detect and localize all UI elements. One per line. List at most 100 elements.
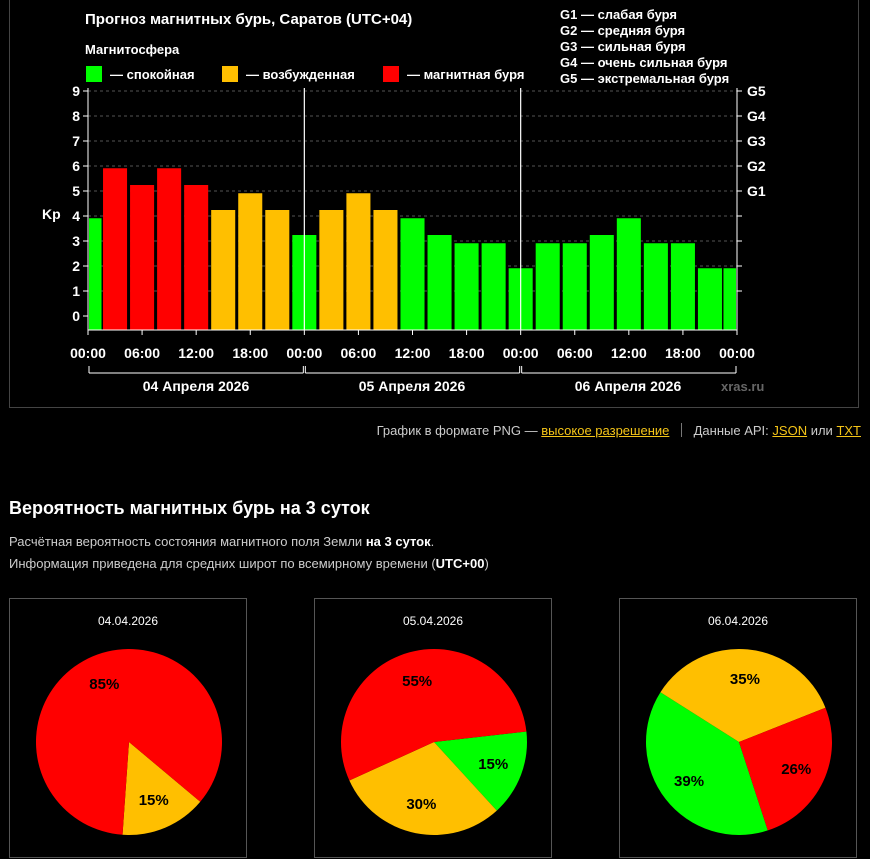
y-tick-label: 5 [72, 183, 80, 199]
pie-slice [434, 731, 527, 811]
y-axis-label: Kp [42, 206, 61, 222]
pie-card-day2: 05.04.2026 15% 30% 55% [314, 598, 552, 858]
g-scale-g4: G4 — очень сильная буря [560, 55, 727, 70]
kp-bar [265, 210, 290, 330]
probability-pie: 39% 35% 26% [646, 649, 832, 835]
kp-bar [481, 243, 506, 330]
bars-layer [89, 168, 736, 330]
hires-link[interactable]: высокое разрешение [541, 423, 670, 438]
g-scale-g5: G5 — экстремальная буря [560, 71, 729, 86]
kp-bar [238, 193, 263, 330]
png-prefix: График в формате PNG — [376, 423, 538, 438]
x-tick-label: 06:00 [124, 345, 160, 361]
legend-label-storm: — магнитная буря [407, 67, 524, 82]
g-scale-g1: G1 — слабая буря [560, 7, 677, 22]
links-divider [681, 423, 682, 437]
y-tick-label: 2 [72, 258, 80, 274]
kp-bar [211, 210, 236, 330]
x-tick-label: 06:00 [341, 345, 377, 361]
g-level-label: G2 [747, 158, 766, 174]
export-links: График в формате PNG — высокое разрешени… [377, 423, 861, 438]
pie-slice-label: 39% [674, 773, 704, 790]
g-scale-g2: G2 — средняя буря [560, 23, 685, 38]
y-tick-label: 0 [72, 308, 80, 324]
axes-layer: 0 1 2 3 4 5 6 7 8 9 G1 G2 G3 G4 G5 00:00 06:00 12:00 18:00… [70, 83, 766, 374]
pie-slice [646, 692, 768, 835]
api-prefix: Данные API: [693, 423, 769, 438]
g-scale-g3: G3 — сильная буря [560, 39, 686, 54]
pie-slice [349, 742, 497, 835]
pie-slice-label: 26% [781, 761, 811, 778]
g-level-label: G5 [747, 83, 766, 99]
y-tick-label: 9 [72, 83, 80, 99]
probability-pie: 15% 30% 55% [341, 649, 527, 835]
kp-bar [427, 235, 452, 330]
kp-bar [373, 210, 398, 330]
y-tick-label: 3 [72, 233, 80, 249]
x-tick-label: 12:00 [611, 345, 647, 361]
kp-bar [319, 210, 344, 330]
x-tick-label: 12:00 [178, 345, 214, 361]
kp-bar [616, 218, 641, 330]
pie-slice [739, 707, 832, 831]
legend-swatch-calm [86, 66, 102, 82]
pie-date: 06.04.2026 [707, 614, 769, 628]
pie-slice [122, 742, 201, 835]
kp-bar [346, 193, 371, 330]
x-tick-label: 00:00 [286, 345, 322, 361]
pie-slice [660, 649, 826, 742]
day-label-1: 04 Апреля 2026 [143, 378, 250, 394]
x-tick-label: 18:00 [449, 345, 485, 361]
kp-bar [697, 268, 722, 330]
y-tick-label: 6 [72, 158, 80, 174]
legend-label-disturbed: — возбужденная [246, 67, 355, 82]
probability-pie: 15% 85% [36, 649, 223, 835]
x-tick-label: 18:00 [232, 345, 268, 361]
g-level-label: G3 [747, 133, 766, 149]
pie-slice-label: 30% [406, 796, 436, 813]
kp-bar [184, 185, 209, 330]
g-level-label: G4 [747, 108, 766, 124]
x-tick-label: 18:00 [665, 345, 701, 361]
kp-bar [454, 243, 479, 330]
kp-bar [535, 243, 560, 330]
kp-bar [157, 168, 182, 330]
pie-slice-label: 15% [139, 792, 169, 809]
section-desc-2: Информация приведена для средних широт п… [9, 556, 489, 571]
pie-slice [341, 649, 527, 781]
forecast-chart-frame: Прогноз магнитных бурь, Саратов (UTC+04)… [9, 0, 859, 408]
json-link[interactable]: JSON [772, 423, 808, 438]
section-title: Вероятность магнитных бурь на 3 суток [9, 498, 370, 518]
kp-bar [400, 218, 425, 330]
chart-title: Прогноз магнитных бурь, Саратов (UTC+04) [85, 11, 412, 28]
x-tick-label: 00:00 [70, 345, 106, 361]
kp-bar [589, 235, 614, 330]
legend-title: Магнитосфера [85, 42, 180, 57]
kp-forecast-chart: Прогноз магнитных бурь, Саратов (UTC+04)… [42, 7, 766, 394]
kp-bar [89, 218, 102, 330]
pie-date: 04.04.2026 [97, 614, 159, 628]
pie-slice-label: 15% [478, 756, 508, 773]
x-tick-label: 00:00 [503, 345, 539, 361]
or-text: или [810, 423, 833, 438]
kp-bar [130, 185, 155, 330]
kp-bar [670, 243, 695, 330]
kp-bar [643, 243, 668, 330]
legend-label-calm: — спокойная [110, 67, 195, 82]
pie-slice [36, 649, 223, 835]
x-tick-label: 00:00 [719, 345, 755, 361]
legend-swatch-disturbed [222, 66, 238, 82]
x-tick-label: 12:00 [395, 345, 431, 361]
y-tick-label: 7 [72, 133, 80, 149]
y-tick-label: 4 [72, 208, 80, 224]
kp-bar [723, 268, 736, 330]
day-label-2: 05 Апреля 2026 [359, 378, 466, 394]
pie-card-day1: 04.04.2026 15% 85% [9, 598, 247, 858]
y-tick-label: 8 [72, 108, 80, 124]
day-label-3: 06 Апреля 2026 [575, 378, 682, 394]
y-tick-label: 1 [72, 283, 80, 299]
txt-link[interactable]: TXT [836, 423, 861, 438]
section-desc-1: Расчётная вероятность состояния магнитно… [9, 534, 435, 549]
x-tick-label: 06:00 [557, 345, 593, 361]
g-level-label: G1 [747, 183, 766, 199]
